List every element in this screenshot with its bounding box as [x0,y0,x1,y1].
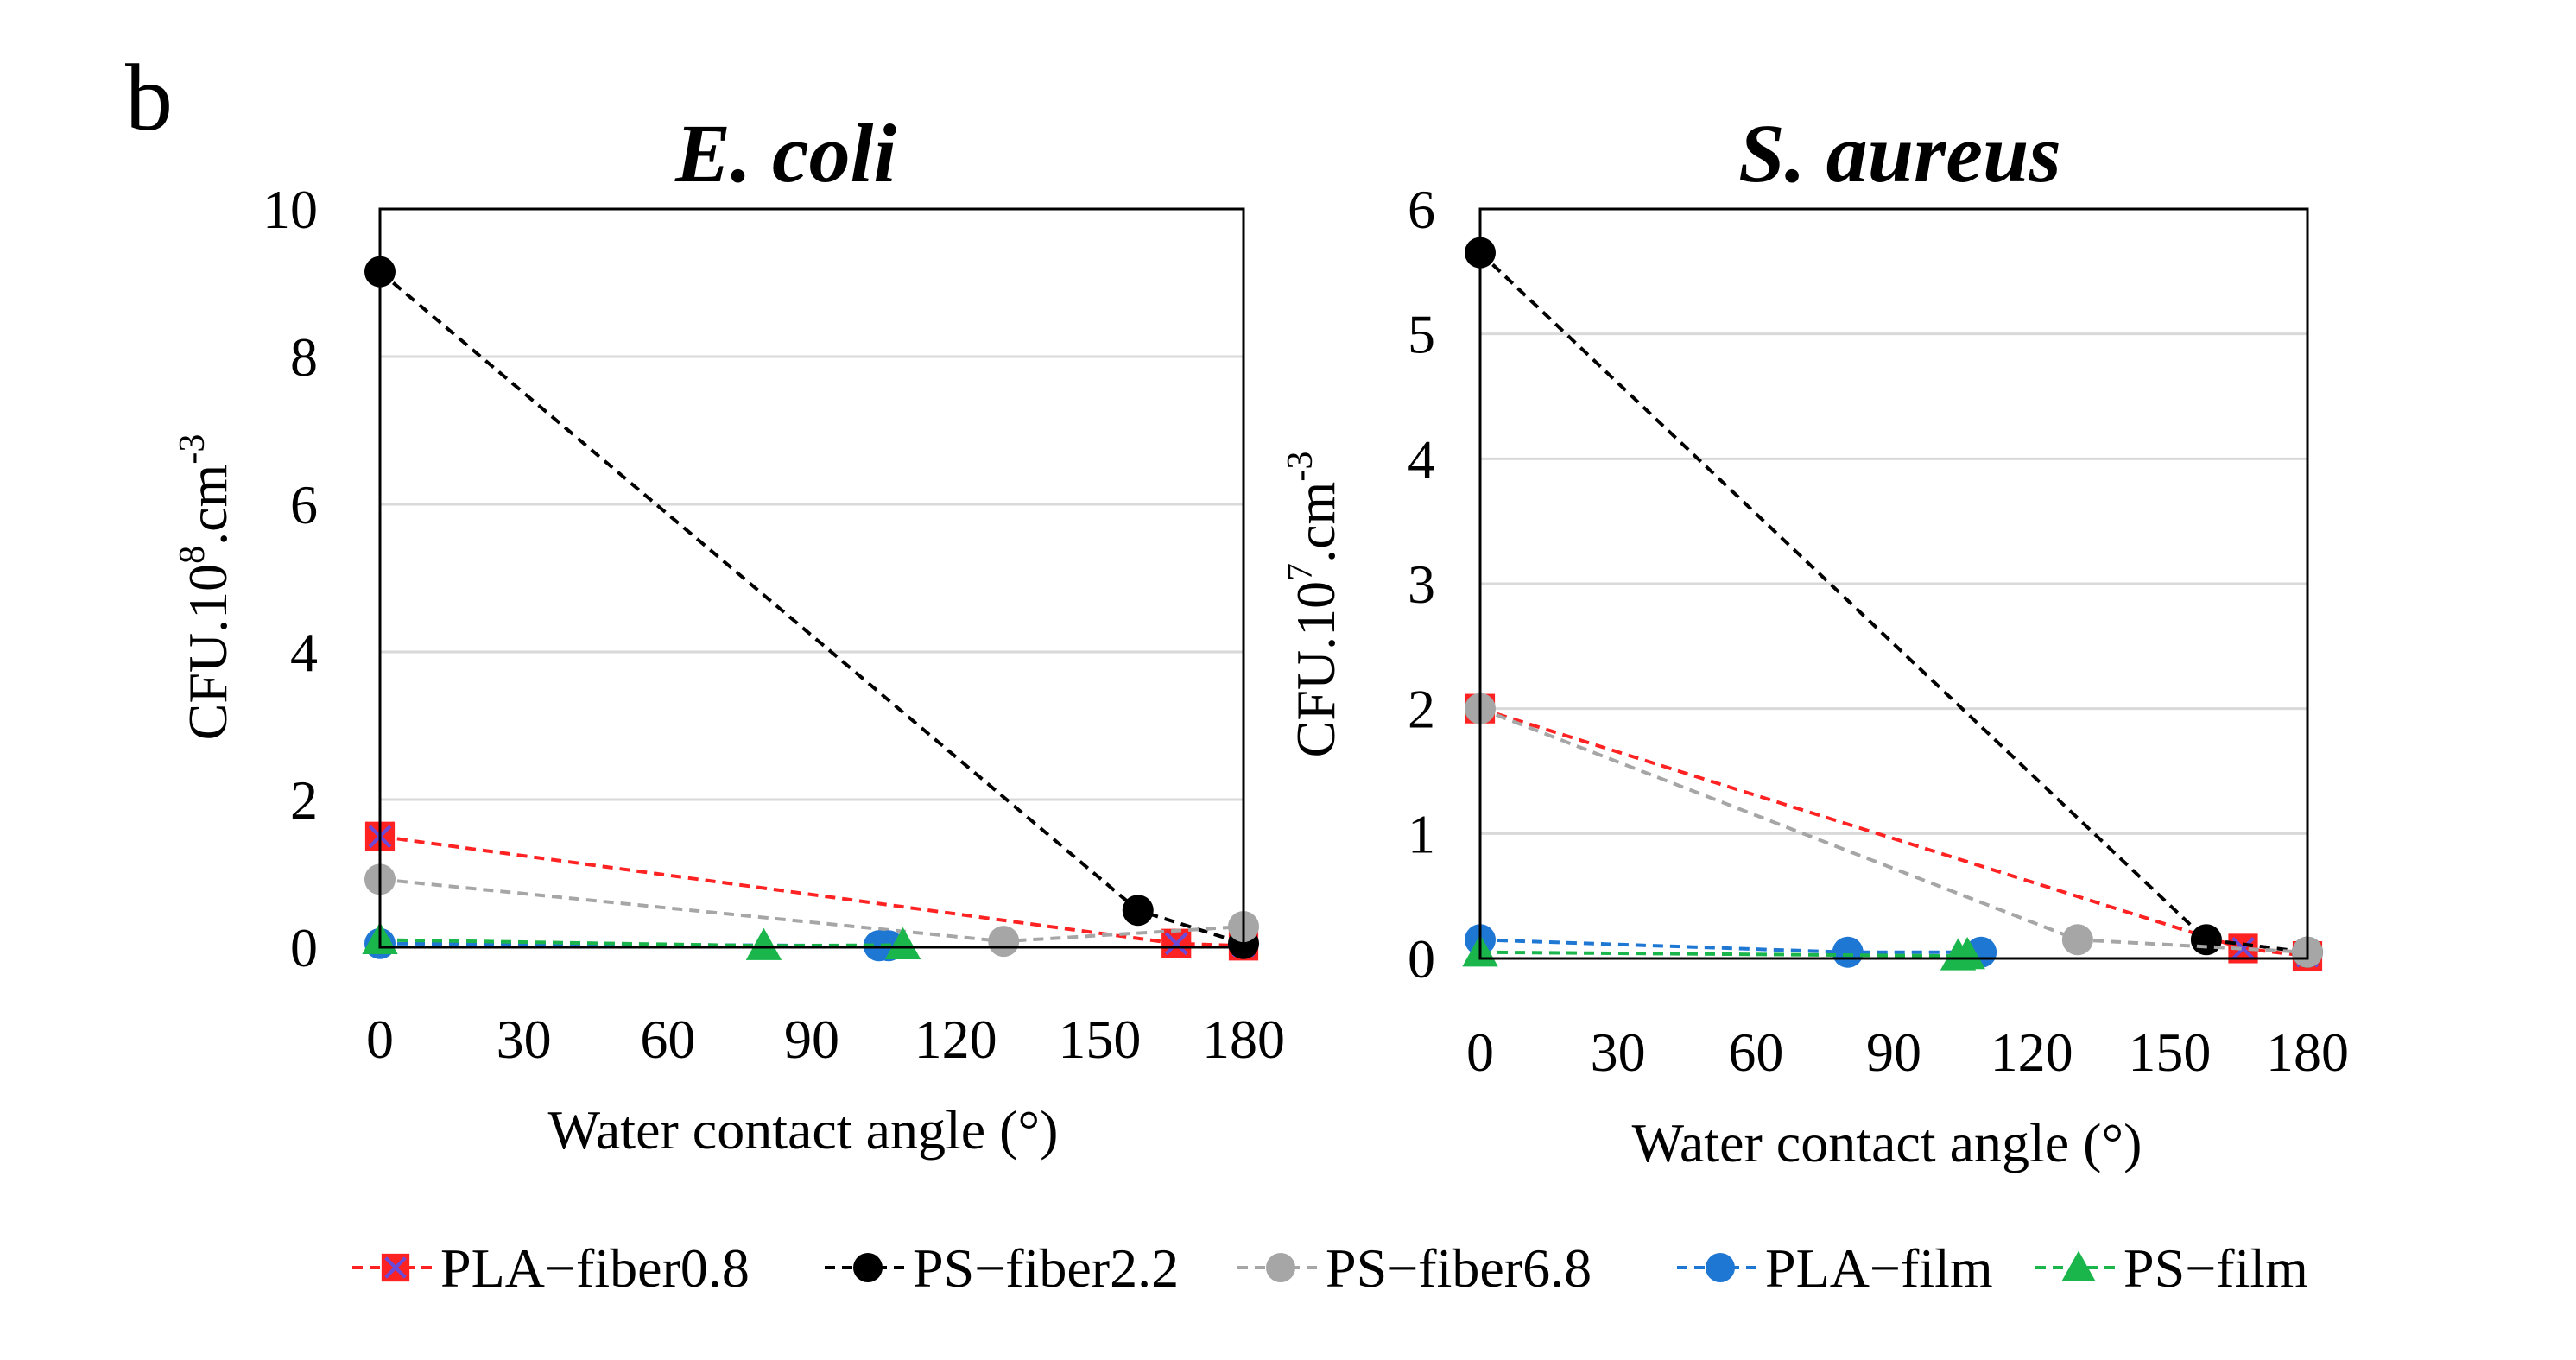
data-point [745,927,782,960]
plot-frame [378,207,1245,949]
series-line [378,270,1244,946]
legend: PLA−fiber0.8 PS−fiber2.2 PS−fiber6.8 PLA−fi… [352,1237,2308,1299]
x-tick-label: 0 [366,1009,394,1070]
series-layer [362,256,1259,962]
x-tick-label: 150 [1058,1009,1141,1070]
x-tick-label: 30 [497,1009,552,1070]
y-tick-label: 6 [1408,179,1435,240]
y-tick-label: 2 [1408,679,1435,740]
data-point [1161,928,1192,958]
series-line [1479,706,2308,954]
legend-item-pla-film: PLA−film [1677,1237,1993,1299]
y-axis-label-base: CFU.10 [1285,581,1346,758]
series-line [1478,251,2308,954]
x-axis-label: Water contact angle (°) [548,1099,1059,1161]
legend-label: PS−fiber2.2 [913,1237,1179,1299]
series-line [1479,938,1982,954]
legend-marker [2061,1250,2096,1281]
y-axis-label-exp: 7 [1281,563,1320,581]
y-axis-label: CFU.107.cm-3 [1281,452,1346,758]
series-pla-fiber0-8 [364,821,1259,961]
legend-item-ps-fiber2-2: PS−fiber2.2 [825,1237,1179,1299]
y-axis-label-exp2: -3 [1281,452,1320,482]
legend-item-ps-fiber6-8: PS−fiber6.8 [1237,1237,1592,1299]
chart-saureus: S. aureus 0 1 2 3 4 5 6 0 30 60 90 120 150 180 Water… [1281,107,2349,1173]
x-axis-label: Water contact angle (°) [1632,1112,2142,1173]
y-tick-label: 4 [1408,428,1435,490]
legend-item-ps-film: PS−film [2035,1237,2308,1299]
grid [380,355,1244,949]
y-tick-label: 0 [290,917,318,978]
x-tick-label: 0 [1466,1022,1494,1083]
y-tick-label: 1 [1408,803,1435,864]
series-ps-film [1462,934,1985,971]
legend-label: PLA−fiber0.8 [440,1237,750,1299]
y-tick-label: 6 [290,474,318,535]
y-tick-label: 2 [290,769,318,831]
series-ps-fiber2-2 [1465,237,2323,968]
legend-item-pla-fiber0-8: PLA−fiber0.8 [352,1237,750,1299]
x-tick-label: 150 [2128,1022,2211,1083]
legend-label: PLA−film [1765,1237,1993,1299]
y-tick-label: 5 [1408,304,1435,365]
chart-title: S. aureus [1738,107,2061,199]
series-ps-film [362,921,921,960]
x-tick-labels: 0 30 60 90 120 150 180 [366,1009,1285,1070]
legend-marker [1706,1253,1735,1282]
data-point [988,926,1020,958]
legend-marker [1266,1253,1295,1282]
plot-frame [1478,207,2309,960]
y-axis-label-exp2: -3 [173,434,212,465]
legend-label: PS−film [2123,1237,2308,1299]
y-tick-label: 0 [1408,928,1435,990]
series-line [1479,950,1968,958]
y-tick-labels: 0 2 4 6 8 10 [263,179,318,978]
series-pla-film [364,927,904,962]
legend-marker [381,1253,410,1282]
y-tick-label: 3 [1408,553,1435,615]
series-pla-film [1465,924,1997,968]
data-point [884,927,921,959]
x-tick-label: 120 [1991,1022,2073,1083]
data-point [2190,924,2222,956]
x-tick-label: 30 [1591,1022,1646,1083]
x-tick-label: 90 [784,1009,839,1070]
series-layer [1462,237,2323,971]
y-tick-label: 10 [263,179,318,240]
x-tick-label: 60 [1728,1022,1783,1083]
data-point [1949,936,1985,970]
y-tick-labels: 0 1 2 3 4 5 6 [1408,179,1435,990]
series-ps-fiber2-2 [364,256,1259,959]
y-tick-label: 4 [290,622,318,683]
y-axis-label: CFU.108.cm-3 [173,434,238,741]
data-point [2061,924,2093,956]
panel-label: b [125,45,173,150]
y-axis-label-mid: .cm [1285,482,1346,563]
y-tick-label: 8 [290,326,318,388]
x-tick-label: 60 [640,1009,695,1070]
series-ps-fiber6-8 [1465,693,2323,968]
x-tick-label: 180 [1202,1009,1285,1070]
legend-marker [853,1253,883,1282]
x-tick-labels: 0 30 60 90 120 150 180 [1466,1022,2349,1083]
y-axis-label-base: CFU.10 [177,564,238,741]
y-axis-label-exp: 8 [173,546,212,564]
chart-ecoli: E. coli 0 2 4 6 8 10 0 30 60 90 120 150 180 Water c… [173,107,1285,1161]
data-point [1122,895,1154,927]
y-axis-label-mid: .cm [177,465,238,546]
x-tick-label: 120 [915,1009,997,1070]
chart-title: E. coli [674,107,896,199]
x-tick-label: 180 [2266,1022,2349,1083]
legend-label: PS−fiber6.8 [1326,1237,1592,1299]
x-tick-label: 90 [1866,1022,1921,1083]
data-point [1832,936,1864,968]
